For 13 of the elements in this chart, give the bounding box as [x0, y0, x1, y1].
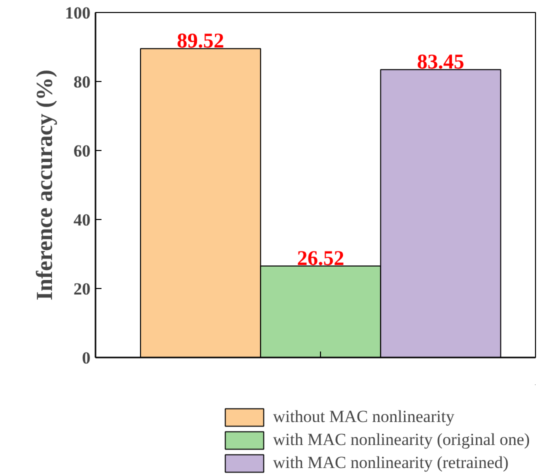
- legend-label: with MAC nonlinearity (original one): [273, 430, 530, 450]
- data-label: 83.45: [417, 50, 464, 74]
- y-axis-title: Inference accuracy (%): [32, 70, 57, 300]
- legend-label: without MAC nonlinearity: [273, 407, 454, 427]
- y-tick-label: 40: [74, 210, 90, 230]
- y-tick-label: 80: [74, 72, 90, 92]
- y-tick-label: 60: [74, 142, 90, 160]
- legend-label: with MAC nonlinearity (retrained): [273, 453, 509, 473]
- data-label: 89.52: [176, 28, 224, 53]
- y-tick-label: 20: [74, 280, 90, 298]
- y-tick-label: 0: [82, 348, 90, 368]
- y-tick-label: 100: [65, 4, 90, 22]
- data-label: 26.52: [296, 246, 344, 270]
